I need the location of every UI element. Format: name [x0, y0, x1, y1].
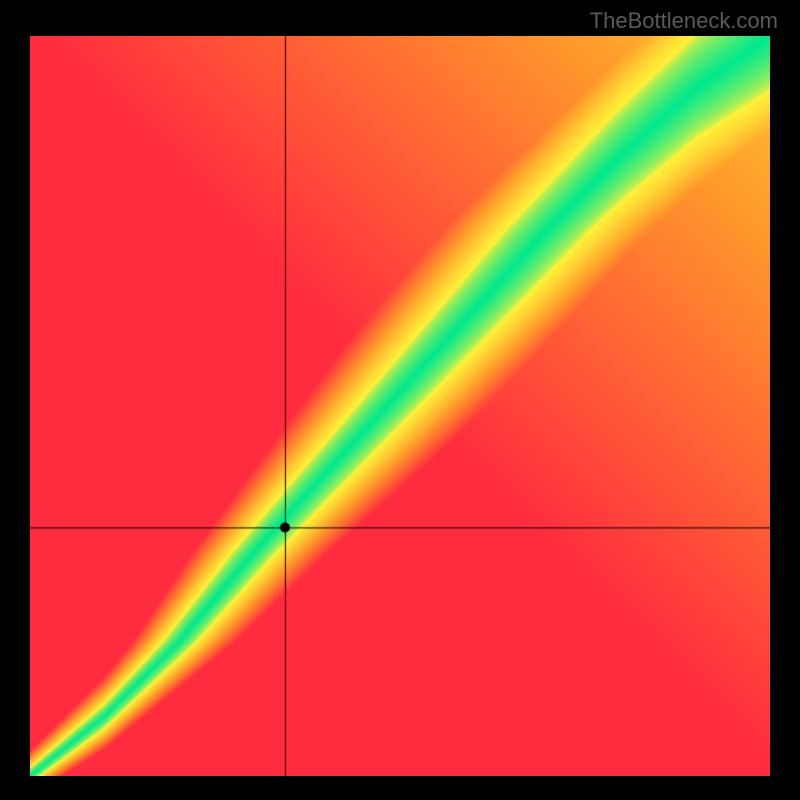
watermark-text: TheBottleneck.com	[590, 8, 778, 34]
bottleneck-heatmap	[30, 36, 770, 776]
chart-container: TheBottleneck.com	[0, 0, 800, 800]
